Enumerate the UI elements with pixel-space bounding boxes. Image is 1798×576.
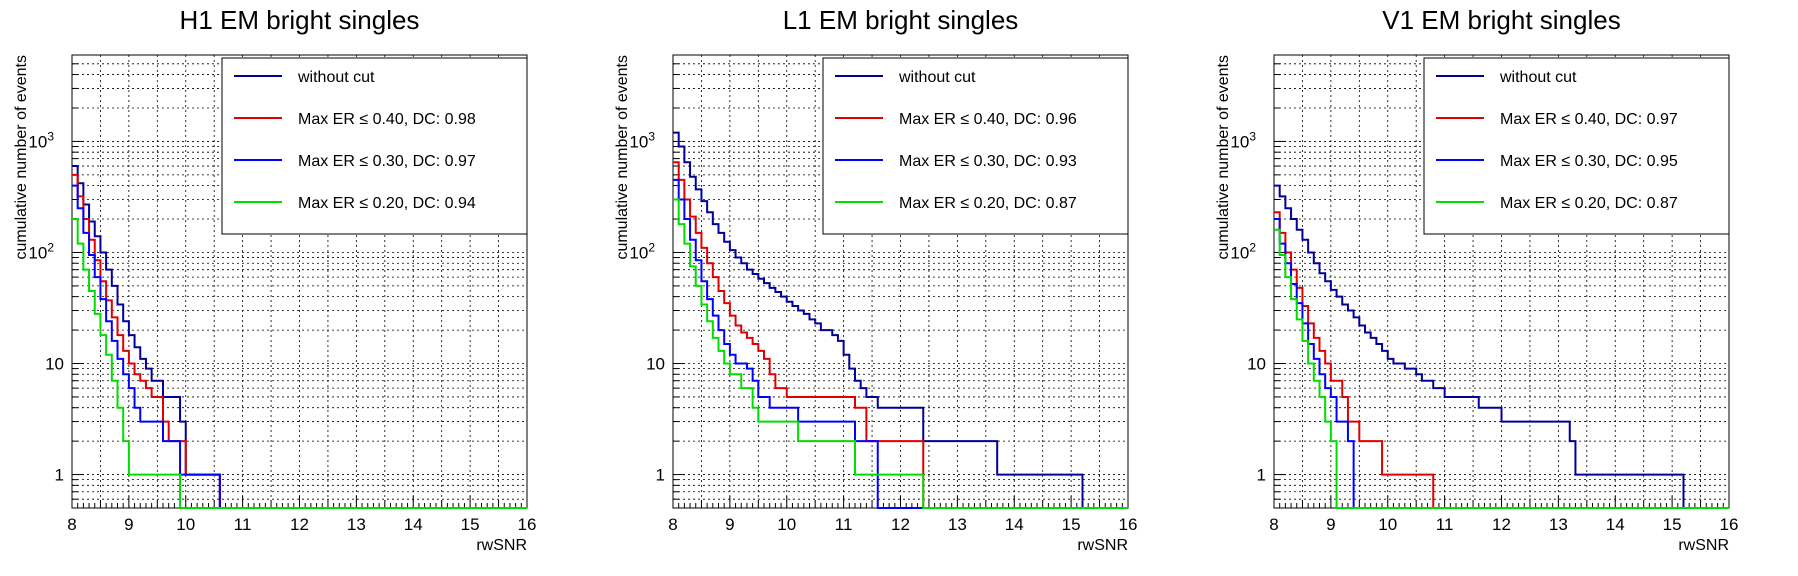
x-tick-label: 13 (347, 515, 366, 534)
x-tick-label: 11 (234, 515, 252, 534)
y-tick-label: 10 (646, 355, 665, 374)
series-line-4 (72, 218, 527, 509)
x-tick-label: 13 (948, 515, 967, 534)
legend-label: Max ER ≤ 0.30, DC: 0.95 (1500, 153, 1678, 170)
x-axis-label: rwSNR (1077, 537, 1128, 554)
y-tick-label: 103 (1230, 129, 1256, 151)
series-line-2 (673, 161, 1128, 509)
chart-panel-3: 8 9 10 11 12 13 14 15 16 1 10 102 103 V1 EM bright si… (1215, 5, 1738, 554)
x-tick-label: 10 (777, 515, 796, 534)
legend-label: Max ER ≤ 0.40, DC: 0.97 (1500, 111, 1678, 128)
x-tick-label: 14 (1606, 515, 1625, 534)
y-tick-label: 1 (656, 466, 665, 485)
y-tick-label: 103 (629, 129, 655, 151)
y-tick-label: 10 (1247, 355, 1266, 374)
x-tick-label: 16 (1720, 515, 1739, 534)
x-tick-label: 11 (1436, 515, 1454, 534)
x-tick-label: 8 (1269, 515, 1278, 534)
legend-label: Max ER ≤ 0.30, DC: 0.97 (298, 153, 476, 170)
chart-panel-1: 8 9 10 11 12 13 14 15 16 1 10 102 103 H1 EM bright si… (13, 5, 536, 554)
x-axis-label: rwSNR (476, 537, 527, 554)
y-tick-label: 1 (55, 466, 64, 485)
y-tick-label: 1 (1257, 466, 1266, 485)
series-line-4 (1274, 228, 1729, 509)
y-tick-label: 102 (629, 240, 655, 262)
legend-label: Max ER ≤ 0.20, DC: 0.87 (899, 195, 1077, 212)
y-axis-label: cumulative number of events (1215, 55, 1232, 260)
y-tick-label: 102 (1230, 240, 1256, 262)
y-axis-label: cumulative number of events (614, 55, 631, 260)
grid (1274, 55, 1729, 508)
y-tick-label: 102 (28, 240, 54, 262)
chart-title: V1 EM bright singles (1382, 5, 1620, 35)
chart-title: L1 EM bright singles (783, 5, 1019, 35)
y-tick-label: 10 (45, 355, 64, 374)
x-tick-label: 12 (891, 515, 910, 534)
series-line-4 (673, 198, 1128, 509)
x-tick-label: 14 (1005, 515, 1024, 534)
series-line-1 (673, 131, 1128, 509)
x-tick-label: 10 (1378, 515, 1397, 534)
legend-label: Max ER ≤ 0.30, DC: 0.93 (899, 153, 1077, 170)
legend-box (221, 57, 528, 235)
legend: without cut Max ER ≤ 0.40, DC: 0.98 Max ER… (221, 57, 528, 235)
legend-label: Max ER ≤ 0.20, DC: 0.87 (1500, 195, 1678, 212)
series-line-3 (673, 178, 1128, 509)
y-tick-label: 103 (28, 129, 54, 151)
legend-box (822, 57, 1129, 235)
x-tick-label: 12 (1492, 515, 1511, 534)
series-line-1 (1274, 184, 1729, 509)
x-tick-label: 16 (518, 515, 537, 534)
x-tick-label: 15 (1663, 515, 1682, 534)
legend-label: without cut (898, 69, 976, 86)
legend-label: Max ER ≤ 0.20, DC: 0.94 (298, 195, 476, 212)
x-tick-label: 14 (404, 515, 423, 534)
legend-box (1423, 57, 1730, 235)
x-tick-label: 8 (67, 515, 76, 534)
legend-label: without cut (297, 69, 375, 86)
x-tick-label: 9 (1326, 515, 1335, 534)
series-line-2 (1274, 211, 1729, 509)
legend: without cut Max ER ≤ 0.40, DC: 0.96 Max ER… (822, 57, 1129, 235)
chart-panel-2: 8 9 10 11 12 13 14 15 16 1 10 102 103 L1 EM bright si… (614, 5, 1137, 554)
x-tick-label: 16 (1119, 515, 1138, 534)
series-line-3 (1274, 218, 1729, 509)
x-tick-label: 13 (1549, 515, 1568, 534)
x-tick-label: 15 (461, 515, 480, 534)
x-tick-label: 15 (1062, 515, 1081, 534)
x-tick-label: 12 (290, 515, 309, 534)
x-tick-label: 8 (668, 515, 677, 534)
legend-label: without cut (1499, 69, 1577, 86)
x-axis-label: rwSNR (1678, 537, 1729, 554)
y-ticks (1274, 63, 1286, 500)
x-tick-label: 9 (124, 515, 133, 534)
y-axis-label: cumulative number of events (13, 55, 30, 260)
x-tick-label: 9 (725, 515, 734, 534)
legend-label: Max ER ≤ 0.40, DC: 0.96 (899, 111, 1077, 128)
legend: without cut Max ER ≤ 0.40, DC: 0.97 Max ER… (1423, 57, 1730, 235)
x-tick-label: 11 (835, 515, 853, 534)
x-tick-label: 10 (176, 515, 195, 534)
chart-title: H1 EM bright singles (180, 5, 420, 35)
series-line-3 (72, 184, 527, 509)
legend-label: Max ER ≤ 0.40, DC: 0.98 (298, 111, 476, 128)
